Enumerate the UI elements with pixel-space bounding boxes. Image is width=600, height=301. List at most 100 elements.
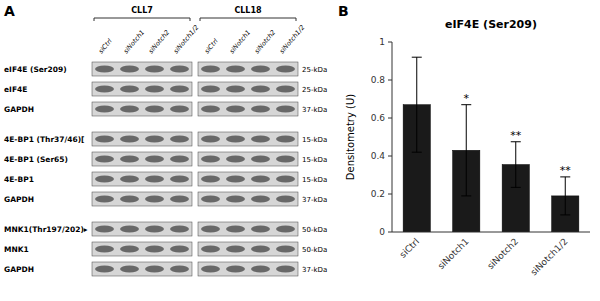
blot-band bbox=[95, 136, 114, 143]
blot-box bbox=[198, 152, 298, 166]
blot-band bbox=[201, 136, 220, 143]
blot-band bbox=[95, 266, 114, 273]
y-tick bbox=[388, 156, 392, 157]
blot-band bbox=[145, 66, 164, 73]
blot-band bbox=[95, 156, 114, 163]
blot-band bbox=[201, 246, 220, 253]
blot-band bbox=[226, 156, 245, 163]
y-tick bbox=[388, 194, 392, 195]
row-label: MNK1 bbox=[4, 245, 29, 254]
blot-box bbox=[198, 222, 298, 236]
blot-band bbox=[276, 86, 295, 93]
blot-band bbox=[145, 266, 164, 273]
blot-band bbox=[95, 176, 114, 183]
blot-band bbox=[120, 106, 139, 113]
blot-band bbox=[95, 226, 114, 233]
row-label: eIF4E bbox=[4, 85, 27, 94]
blot-box bbox=[92, 82, 192, 96]
blot-band bbox=[251, 266, 270, 273]
row-label: 4E-BP1 (Ser65) bbox=[4, 155, 68, 164]
blot-band bbox=[120, 156, 139, 163]
blot-band bbox=[276, 196, 295, 203]
blot-band bbox=[120, 226, 139, 233]
x-tick-label: siNotch1/2 bbox=[529, 236, 570, 277]
blot-band bbox=[251, 176, 270, 183]
blot-band bbox=[170, 66, 189, 73]
y-tick-label: 0.2 bbox=[371, 189, 385, 199]
blot-band bbox=[276, 266, 295, 273]
row-label: GAPDH bbox=[4, 105, 34, 114]
blot-band bbox=[145, 246, 164, 253]
blot-band bbox=[276, 106, 295, 113]
blot-band bbox=[120, 176, 139, 183]
blot-band bbox=[226, 106, 245, 113]
blot-box bbox=[92, 262, 192, 276]
y-axis-label: Densitometry (U) bbox=[345, 94, 356, 180]
kda-label: 50-kDa bbox=[302, 246, 327, 254]
blot-band bbox=[95, 66, 114, 73]
blot-box bbox=[92, 152, 192, 166]
blot-band bbox=[145, 196, 164, 203]
y-axis bbox=[392, 42, 393, 232]
column-label: CLL18 bbox=[234, 6, 262, 15]
blot-box bbox=[198, 132, 298, 146]
blot-box bbox=[198, 82, 298, 96]
blot-band bbox=[226, 246, 245, 253]
blot-band bbox=[251, 136, 270, 143]
kda-label: 37-kDa bbox=[302, 196, 327, 204]
blot-band bbox=[145, 106, 164, 113]
blot-band bbox=[95, 106, 114, 113]
blot-band bbox=[145, 136, 164, 143]
y-tick bbox=[388, 118, 392, 119]
x-tick-label: siNotch2 bbox=[485, 236, 520, 271]
significance-label: * bbox=[464, 92, 470, 105]
y-tick-label: 1 bbox=[379, 37, 385, 47]
blot-band bbox=[170, 136, 189, 143]
blot-box bbox=[92, 132, 192, 146]
lane-label: siNotch1/2 bbox=[172, 24, 200, 56]
blot-band bbox=[251, 246, 270, 253]
chart-title: eIF4E (Ser209) bbox=[445, 18, 537, 31]
error-bar bbox=[560, 177, 570, 215]
blot-box bbox=[92, 192, 192, 206]
y-tick bbox=[388, 42, 392, 43]
significance-label: ** bbox=[560, 164, 572, 177]
blot-band bbox=[170, 156, 189, 163]
kda-label: 15-kDa bbox=[302, 156, 327, 164]
blot-band bbox=[251, 196, 270, 203]
kda-label: 25-kDa bbox=[302, 66, 327, 74]
kda-label: 15-kDa bbox=[302, 136, 327, 144]
blot-band bbox=[170, 86, 189, 93]
error-bar bbox=[461, 105, 471, 196]
blot-band bbox=[276, 176, 295, 183]
blot-band bbox=[95, 86, 114, 93]
row-label: MNK1(Thr197/202)▸ bbox=[4, 225, 88, 234]
blot-band bbox=[276, 66, 295, 73]
figure: ACLL7siCtrlsiNotch1siNotch2siNotch1/2CLL… bbox=[0, 0, 600, 301]
blot-box bbox=[92, 172, 192, 186]
blot-band bbox=[226, 266, 245, 273]
blot-band bbox=[226, 176, 245, 183]
blot-band bbox=[201, 196, 220, 203]
x-axis bbox=[392, 232, 590, 233]
blot-band bbox=[276, 136, 295, 143]
column-label: CLL7 bbox=[131, 6, 153, 15]
blot-band bbox=[276, 246, 295, 253]
blot-band bbox=[251, 226, 270, 233]
blot-band bbox=[170, 106, 189, 113]
lane-label: siNotch2 bbox=[253, 28, 277, 55]
blot-band bbox=[120, 66, 139, 73]
blot-band bbox=[251, 66, 270, 73]
blot-band bbox=[226, 196, 245, 203]
row-label: 4E-BP1 (Thr37/46)[ bbox=[4, 135, 85, 144]
blot-band bbox=[201, 106, 220, 113]
blot-band bbox=[201, 86, 220, 93]
bar-panel: BeIF4E (Ser209)Densitometry (U)00.20.40.… bbox=[338, 3, 590, 277]
blot-band bbox=[226, 136, 245, 143]
blot-band bbox=[145, 176, 164, 183]
y-tick-label: 0 bbox=[379, 227, 385, 237]
blot-box bbox=[92, 102, 192, 116]
error-bar bbox=[412, 57, 422, 152]
panel-label: B bbox=[338, 3, 349, 19]
blot-box bbox=[198, 242, 298, 256]
